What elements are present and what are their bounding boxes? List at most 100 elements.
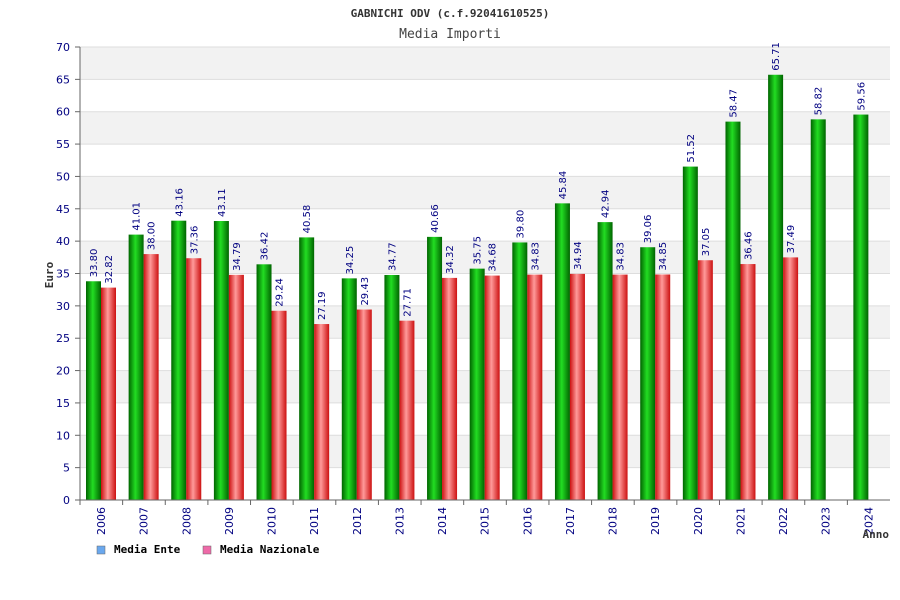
value-label: 34.79 [232, 242, 243, 271]
value-label: 45.84 [558, 171, 569, 200]
value-label: 51.52 [686, 134, 697, 163]
x-tick-label: 2022 [777, 507, 790, 535]
x-tick-label: 2014 [436, 507, 449, 535]
bar-media-ente-2020 [682, 166, 698, 501]
x-tick-label: 2008 [180, 507, 193, 535]
x-tick-label: 2009 [223, 507, 236, 535]
y-tick-label: 15 [56, 397, 70, 410]
value-label: 59.56 [856, 82, 867, 111]
bar-media-ente-2010 [256, 264, 272, 500]
y-tick-label: 10 [56, 429, 70, 442]
chart-title: GABNICHI ODV (c.f.92041610525) [351, 7, 550, 20]
value-label: 34.83 [530, 242, 541, 271]
bar-media-nazionale-2019 [655, 274, 671, 500]
x-axis-label: Anno [863, 528, 890, 541]
chart-subtitle: Media Importi [399, 27, 501, 42]
bar-media-nazionale-2016 [527, 274, 543, 500]
bar-media-ente-2023 [810, 119, 826, 500]
value-label: 35.75 [473, 236, 484, 265]
x-tick-label: 2015 [479, 507, 492, 535]
value-label: 29.24 [275, 278, 286, 307]
value-labels: 33.80 32.82 41.01 38.00 43.16 37.36 43.11 34.79… [89, 42, 867, 320]
bar-media-ente-2019 [640, 247, 656, 500]
bar-media-ente-2014 [427, 236, 443, 501]
bar-media-nazionale-2008 [186, 258, 202, 500]
bar-media-nazionale-2018 [612, 274, 628, 500]
bar-media-nazionale-2006 [101, 287, 116, 500]
x-tick-label: 2024 [862, 507, 875, 535]
y-tick-label: 60 [56, 106, 70, 119]
value-label: 36.46 [743, 231, 754, 260]
x-tick-label: 2021 [734, 507, 747, 535]
grid-band [80, 176, 890, 209]
value-label: 58.47 [728, 89, 739, 118]
bar-media-ente-2012 [341, 278, 357, 500]
bar-media-ente-2018 [597, 222, 613, 500]
grid-band [80, 79, 890, 112]
x-tick-label: 2019 [649, 507, 662, 535]
bar-media-nazionale-2011 [314, 324, 330, 500]
value-label: 37.05 [701, 228, 712, 257]
y-tick-label: 30 [56, 300, 70, 313]
y-tick-label: 40 [56, 235, 70, 248]
bar-media-ente-2015 [469, 268, 485, 500]
legend-label-media-nazionale: Media Nazionale [220, 543, 320, 556]
value-label: 42.94 [601, 189, 612, 218]
value-label: 34.94 [573, 241, 584, 270]
bar-media-nazionale-2007 [143, 254, 159, 500]
x-tick-label: 2017 [564, 507, 577, 535]
x-tick-label: 2020 [692, 507, 705, 535]
value-label: 33.80 [89, 249, 100, 278]
bar-media-nazionale-2009 [228, 274, 244, 500]
y-tick-label: 45 [56, 203, 70, 216]
value-label: 29.43 [360, 277, 371, 306]
value-label: 58.82 [814, 87, 825, 116]
value-label: 43.16 [174, 188, 185, 217]
bar-media-ente-2008 [171, 220, 187, 500]
y-tick-label: 70 [56, 41, 70, 54]
value-label: 34.68 [488, 243, 499, 272]
x-tick-label: 2016 [521, 507, 534, 535]
bar-media-nazionale-2020 [697, 260, 713, 500]
value-label: 27.19 [317, 291, 328, 320]
grid-band [80, 111, 890, 145]
bar-media-ente-2024 [853, 114, 869, 501]
x-tick-label: 2007 [138, 507, 151, 535]
y-tick-label: 25 [56, 332, 70, 345]
value-label: 27.71 [402, 288, 413, 317]
legend-swatch-media-ente [96, 545, 106, 555]
y-tick-label: 55 [56, 138, 70, 151]
x-tick-label: 2012 [351, 507, 364, 535]
legend: Media Ente Media Nazionale [96, 543, 320, 556]
legend-label-media-ente: Media Ente [114, 543, 181, 556]
value-label: 40.58 [302, 205, 313, 234]
value-label: 39.80 [515, 210, 526, 239]
bar-media-ente-2013 [384, 274, 400, 500]
value-label: 65.71 [771, 42, 782, 71]
value-label: 39.06 [643, 215, 654, 244]
x-axis-ticks: 2006 2007 2008 2009 2010 2011 2012 2013 2014 2015… [79, 500, 875, 535]
grid-band [80, 47, 890, 80]
value-label: 32.82 [104, 255, 115, 284]
value-label: 34.32 [445, 245, 456, 274]
bar-media-ente-2017 [554, 203, 570, 500]
bar-media-nazionale-2013 [399, 320, 415, 500]
bars [86, 74, 869, 501]
y-tick-label: 65 [56, 73, 70, 86]
value-label: 34.83 [616, 242, 627, 271]
bar-media-ente-2016 [512, 242, 528, 501]
value-label: 40.66 [430, 204, 441, 233]
value-label: 34.77 [387, 242, 398, 271]
x-tick-label: 2010 [266, 507, 279, 535]
bar-media-ente-2006 [86, 281, 101, 500]
y-tick-label: 0 [63, 494, 70, 507]
y-tick-label: 5 [63, 462, 70, 475]
value-label: 38.00 [147, 221, 158, 250]
bar-media-nazionale-2015 [484, 275, 500, 500]
x-tick-label: 2013 [393, 507, 406, 535]
y-axis-label: Euro [43, 261, 56, 288]
bar-media-ente-2009 [213, 221, 229, 500]
y-tick-label: 20 [56, 365, 70, 378]
value-label: 43.11 [217, 188, 228, 217]
y-tick-label: 50 [56, 170, 70, 183]
